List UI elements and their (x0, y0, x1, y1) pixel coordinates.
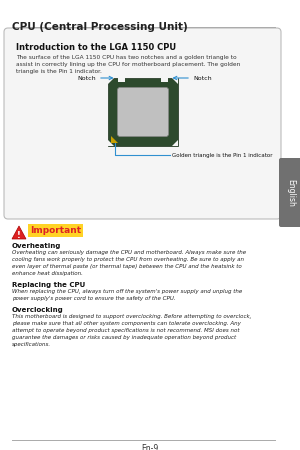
Text: Introduction to the LGA 1150 CPU: Introduction to the LGA 1150 CPU (16, 43, 176, 52)
Text: En-9: En-9 (141, 444, 159, 450)
Polygon shape (108, 78, 178, 146)
FancyBboxPatch shape (118, 87, 169, 136)
Text: Overheating can seriously damage the CPU and motherboard. Always make sure the
c: Overheating can seriously damage the CPU… (12, 250, 246, 276)
Text: Notch: Notch (193, 76, 212, 81)
Text: Replacing the CPU: Replacing the CPU (12, 282, 85, 288)
Text: Overheating: Overheating (12, 243, 61, 249)
FancyBboxPatch shape (4, 28, 281, 219)
Text: The surface of the LGA 1150 CPU has two notches and a golden triangle to
assist : The surface of the LGA 1150 CPU has two … (16, 55, 240, 74)
Polygon shape (12, 226, 26, 239)
Text: Important: Important (30, 226, 81, 235)
Polygon shape (108, 78, 114, 84)
Text: When replacing the CPU, always turn off the system's power supply and unplug the: When replacing the CPU, always turn off … (12, 289, 242, 301)
Text: Overclocking: Overclocking (12, 307, 64, 313)
FancyBboxPatch shape (279, 158, 300, 227)
Polygon shape (172, 78, 178, 84)
Text: CPU (Central Processing Unit): CPU (Central Processing Unit) (12, 22, 188, 32)
Text: !: ! (17, 230, 21, 239)
Text: This motherboard is designed to support overclocking. Before attempting to overc: This motherboard is designed to support … (12, 314, 251, 347)
Polygon shape (172, 140, 178, 146)
Polygon shape (108, 140, 114, 146)
Text: Notch: Notch (77, 76, 96, 81)
Polygon shape (111, 136, 118, 143)
Text: English: English (286, 179, 295, 207)
Text: Golden triangle is the Pin 1 indicator: Golden triangle is the Pin 1 indicator (172, 153, 272, 158)
Polygon shape (161, 77, 168, 82)
Polygon shape (118, 77, 125, 82)
